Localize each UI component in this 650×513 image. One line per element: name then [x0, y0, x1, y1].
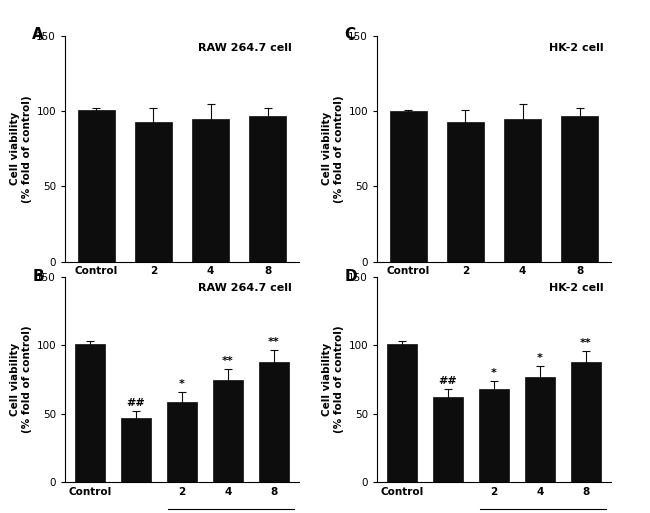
- Bar: [78, 110, 115, 262]
- Text: ##: ##: [127, 399, 146, 408]
- Text: ##: ##: [439, 377, 458, 386]
- Bar: [504, 119, 541, 262]
- Bar: [390, 111, 427, 262]
- Text: **: **: [222, 356, 234, 366]
- Text: Osthole(μg· nL⁻¹): Osthole(μg· nL⁻¹): [164, 307, 266, 317]
- Bar: [479, 389, 509, 482]
- Text: RAW 264.7 cell: RAW 264.7 cell: [198, 283, 292, 293]
- Y-axis label: Cell viability
(% fold of control): Cell viability (% fold of control): [322, 95, 344, 203]
- Bar: [192, 119, 229, 262]
- Bar: [167, 402, 197, 482]
- Bar: [561, 115, 598, 262]
- Text: *: *: [537, 353, 543, 363]
- Bar: [433, 398, 463, 482]
- Bar: [121, 418, 151, 482]
- Bar: [571, 362, 601, 482]
- Text: D: D: [344, 269, 357, 284]
- Bar: [387, 344, 417, 482]
- Bar: [525, 377, 555, 482]
- Bar: [135, 122, 172, 262]
- Text: *: *: [179, 379, 185, 389]
- Text: B: B: [32, 269, 44, 284]
- Text: **: **: [268, 337, 280, 347]
- Text: RAW 264.7 cell: RAW 264.7 cell: [198, 43, 292, 53]
- Text: Osthole(μg· nL⁻¹): Osthole(μg· nL⁻¹): [476, 307, 578, 317]
- Bar: [249, 115, 286, 262]
- Text: C: C: [344, 27, 356, 42]
- Text: HK-2 cell: HK-2 cell: [549, 43, 604, 53]
- Text: A: A: [32, 27, 44, 42]
- Text: **: **: [580, 338, 592, 348]
- Text: HK-2 cell: HK-2 cell: [549, 283, 604, 293]
- Text: *: *: [491, 368, 497, 378]
- Y-axis label: Cell viability
(% fold of control): Cell viability (% fold of control): [10, 95, 32, 203]
- Bar: [259, 362, 289, 482]
- Bar: [75, 344, 105, 482]
- Bar: [447, 122, 484, 262]
- Y-axis label: Cell viability
(% fold of control): Cell viability (% fold of control): [322, 326, 344, 433]
- Bar: [213, 380, 243, 482]
- Y-axis label: Cell viability
(% fold of control): Cell viability (% fold of control): [10, 326, 32, 433]
